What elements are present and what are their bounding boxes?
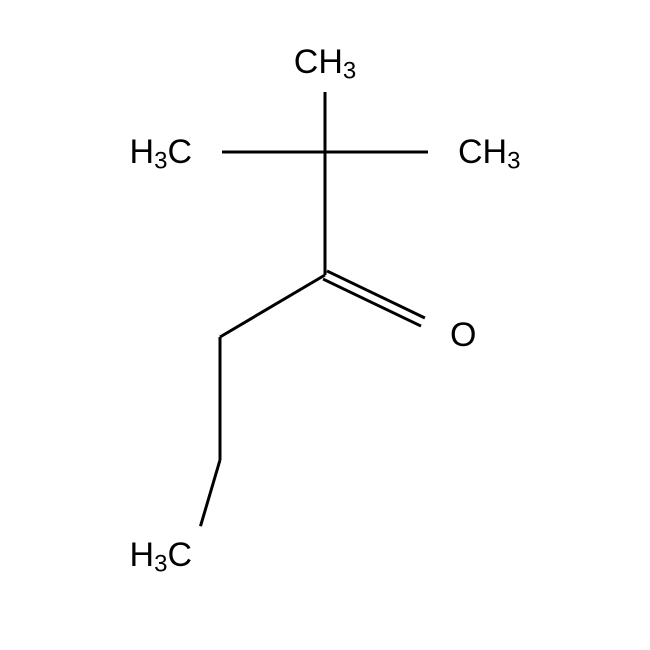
bond [220, 275, 325, 337]
molecule-diagram: CH3 H3C CH3 O H3C [0, 0, 650, 650]
atom-label-ch3_top: CH3 [294, 43, 356, 84]
bond [323, 279, 421, 326]
atom-label-ch3_right: CH3 [458, 133, 520, 174]
atom-label-h3c_left: H3C [130, 133, 192, 174]
atom-label-h3c_bottom: H3C [130, 536, 192, 577]
bond [200, 460, 220, 526]
atom-label-o: O [450, 316, 476, 354]
bond [327, 271, 425, 318]
